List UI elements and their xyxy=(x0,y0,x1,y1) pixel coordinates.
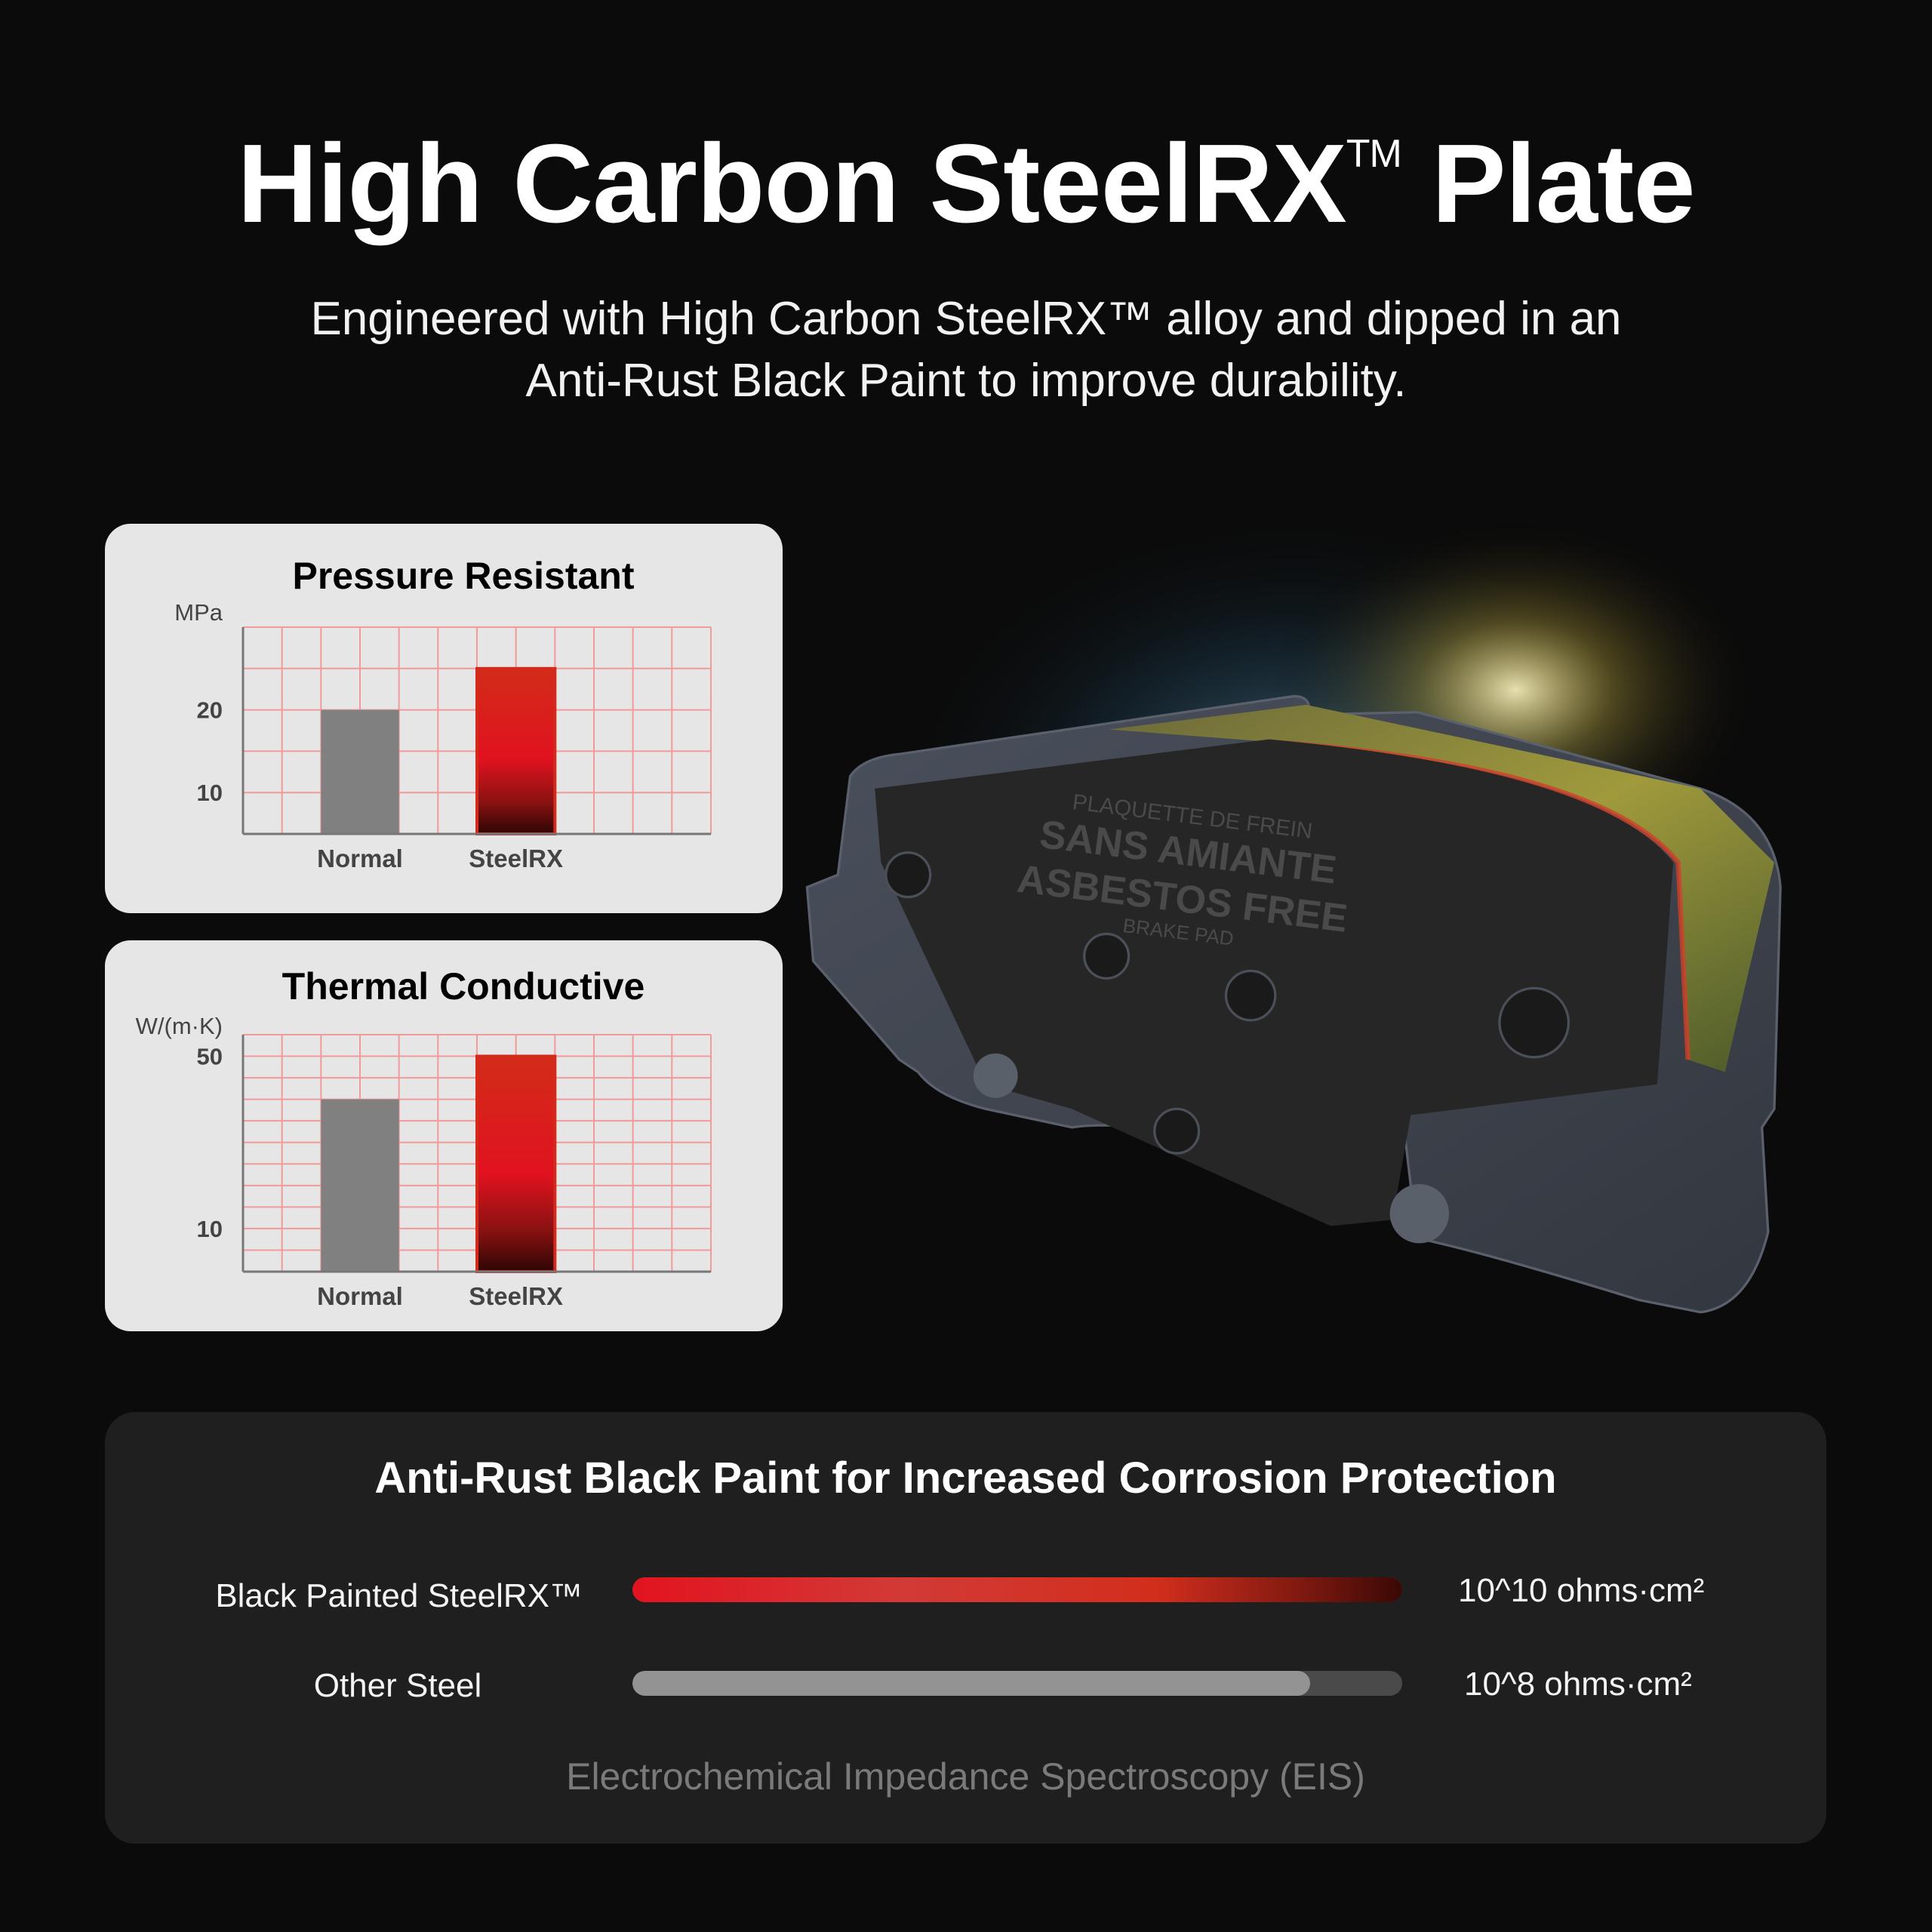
thermal-chart-card xyxy=(105,940,783,1331)
row-value-other: 10^8 ohms·cm² xyxy=(1464,1666,1692,1703)
impedance-bar-other xyxy=(632,1671,1402,1696)
friction-lining xyxy=(1109,704,1775,1072)
category-label: SteelRX xyxy=(469,1282,563,1310)
bar-steelrx xyxy=(475,666,557,835)
impedance-fill-steelrx xyxy=(632,1577,1402,1602)
impedance-fill-other xyxy=(632,1671,1310,1696)
chart-title: Pressure Resistant xyxy=(292,555,634,597)
pad-face xyxy=(875,739,1674,1226)
subtitle-line: Anti-Rust Black Paint to improve durabil… xyxy=(525,355,1407,407)
row-label-steelrx: Black Painted SteelRX™ xyxy=(215,1577,583,1614)
chart-title: Thermal Conductive xyxy=(282,965,645,1008)
bar-normal xyxy=(321,709,399,834)
bar-normal xyxy=(321,1099,399,1272)
title-end: Plate xyxy=(1431,122,1696,246)
title-text: High Carbon SteelRX xyxy=(237,122,1346,246)
row-value-steelrx: 10^10 ohms·cm² xyxy=(1458,1572,1705,1609)
row-label-other: Other Steel xyxy=(313,1667,482,1704)
category-label: Normal xyxy=(317,1282,403,1310)
subtitle: Engineered with High Carbon SteelRX™ all… xyxy=(0,288,1932,412)
category-label: Normal xyxy=(317,844,403,872)
y-tick-label: 20 xyxy=(197,697,223,724)
category-label: SteelRX xyxy=(469,844,563,872)
y-tick-label: 50 xyxy=(197,1044,223,1070)
trademark: TM xyxy=(1346,132,1402,176)
eis-caption: Electrochemical Impedance Spectroscopy (… xyxy=(566,1755,1365,1798)
y-tick-label: 10 xyxy=(197,780,223,806)
bar-steelrx xyxy=(475,1054,557,1273)
y-axis-unit: MPa xyxy=(174,599,223,626)
page-title: High Carbon SteelRXTM Plate xyxy=(0,128,1932,240)
subtitle-line: Engineered with High Carbon SteelRX™ all… xyxy=(310,293,1622,345)
y-tick-label: 10 xyxy=(197,1216,223,1242)
impedance-bar-steelrx xyxy=(632,1577,1402,1602)
y-axis-unit: W/(m·K) xyxy=(136,1013,223,1039)
pressure-chart-card xyxy=(105,524,783,913)
corrosion-panel xyxy=(105,1412,1826,1844)
corrosion-title: Anti-Rust Black Paint for Increased Corr… xyxy=(374,1454,1557,1503)
